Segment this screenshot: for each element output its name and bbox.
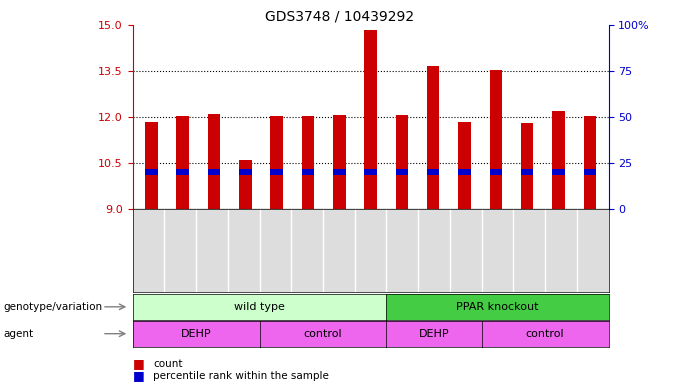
Bar xyxy=(271,116,283,209)
Text: GDS3748 / 10439292: GDS3748 / 10439292 xyxy=(265,10,415,23)
Bar xyxy=(552,169,565,175)
Bar xyxy=(333,169,345,175)
Bar xyxy=(302,169,314,175)
Bar xyxy=(490,70,502,209)
Bar xyxy=(302,116,314,209)
Text: DEHP: DEHP xyxy=(181,329,211,339)
Text: ■: ■ xyxy=(133,369,144,382)
Text: ■: ■ xyxy=(133,358,144,371)
Text: percentile rank within the sample: percentile rank within the sample xyxy=(153,371,329,381)
Text: control: control xyxy=(304,329,342,339)
Bar xyxy=(396,115,408,209)
Bar xyxy=(239,169,252,175)
Bar xyxy=(521,123,533,209)
Bar xyxy=(176,116,189,209)
Bar xyxy=(521,169,533,175)
Text: agent: agent xyxy=(3,329,33,339)
Bar xyxy=(208,114,220,209)
Text: count: count xyxy=(153,359,182,369)
Bar xyxy=(239,160,252,209)
Text: wild type: wild type xyxy=(234,302,285,312)
Text: DEHP: DEHP xyxy=(419,329,449,339)
Bar xyxy=(364,30,377,209)
Bar xyxy=(458,122,471,209)
Bar xyxy=(427,169,439,175)
Bar xyxy=(583,169,596,175)
Bar xyxy=(145,169,158,175)
Bar xyxy=(208,169,220,175)
Bar xyxy=(364,169,377,175)
Bar xyxy=(396,169,408,175)
Bar xyxy=(271,169,283,175)
Bar xyxy=(552,111,565,209)
Bar xyxy=(490,169,502,175)
Bar xyxy=(176,169,189,175)
Text: PPAR knockout: PPAR knockout xyxy=(456,302,539,312)
Bar xyxy=(145,122,158,209)
Bar xyxy=(333,115,345,209)
Bar xyxy=(583,116,596,209)
Bar xyxy=(427,66,439,209)
Text: control: control xyxy=(526,329,564,339)
Text: genotype/variation: genotype/variation xyxy=(3,302,103,312)
Bar xyxy=(458,169,471,175)
